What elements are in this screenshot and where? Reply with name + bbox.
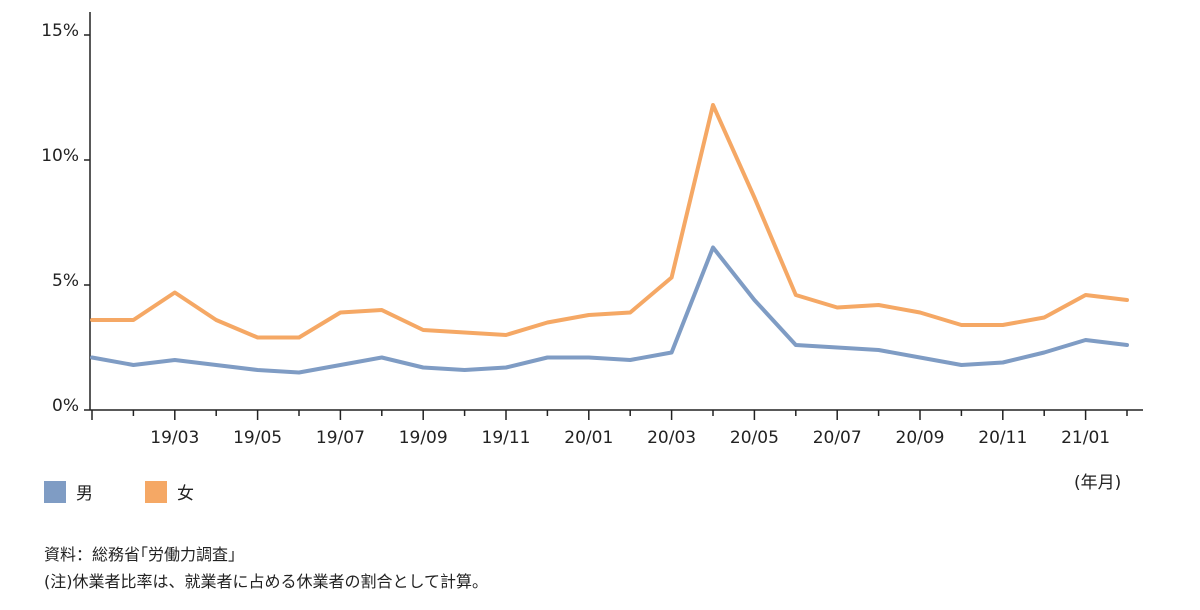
x-tick-label: 20/11 bbox=[978, 428, 1027, 448]
legend: 男 女 bbox=[44, 479, 246, 504]
x-tick-label: 19/07 bbox=[316, 428, 365, 448]
legend-label-male: 男 bbox=[76, 484, 93, 504]
source-note: 資料：総務省｢労働力調査｣ bbox=[44, 545, 237, 564]
notes: 資料：総務省｢労働力調査｣ (注)休業者比率は、就業者に占める休業者の割合として… bbox=[44, 541, 488, 595]
x-tick-label: 19/05 bbox=[233, 428, 282, 448]
y-tick-label: 10% bbox=[41, 146, 79, 166]
y-tick-label: 15% bbox=[41, 21, 79, 41]
line-chart: 0% 5% 10% 15% 19/03 19/05 19/07 19/09 19/11 20/0… bbox=[41, 12, 1143, 448]
x-tick-label: 20/03 bbox=[647, 428, 696, 448]
legend-label-female: 女 bbox=[177, 484, 194, 504]
series-line-female bbox=[90, 103, 1129, 340]
y-tick-label: 5% bbox=[52, 271, 79, 291]
x-tick-label: 20/01 bbox=[564, 428, 613, 448]
legend-swatch-female bbox=[145, 480, 167, 503]
legend-item-female: 女 bbox=[145, 479, 194, 504]
series-line-male bbox=[90, 245, 1129, 375]
x-tick-label: 21/01 bbox=[1061, 428, 1110, 448]
x-tick-label: 19/03 bbox=[150, 428, 199, 448]
y-tick-label: 0% bbox=[52, 396, 79, 416]
series-lines bbox=[90, 103, 1129, 375]
legend-swatch-male bbox=[44, 480, 66, 503]
x-tick-label: 20/05 bbox=[730, 428, 779, 448]
x-axis: 19/03 19/05 19/07 19/09 19/11 20/01 20/03 20/05… bbox=[90, 409, 1143, 448]
x-tick-label: 20/07 bbox=[813, 428, 862, 448]
legend-item-male: 男 bbox=[44, 479, 93, 504]
y-axis: 0% 5% 10% 15% bbox=[41, 12, 91, 416]
footnote: (注)休業者比率は、就業者に占める休業者の割合として計算。 bbox=[44, 572, 489, 591]
x-tick-label: 19/09 bbox=[399, 428, 448, 448]
x-axis-unit-label: (年月) bbox=[1074, 473, 1122, 493]
x-tick-label: 19/11 bbox=[482, 428, 531, 448]
x-tick-label: 20/09 bbox=[896, 428, 945, 448]
